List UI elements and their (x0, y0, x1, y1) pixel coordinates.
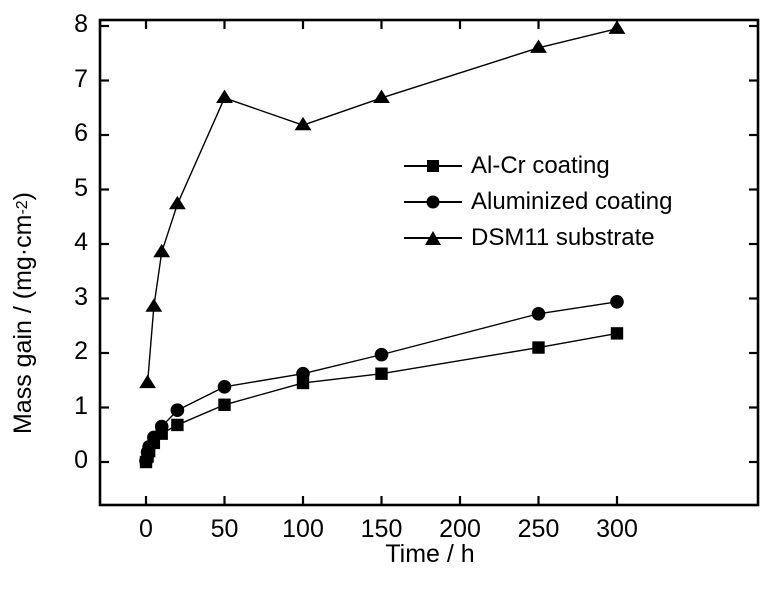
legend-item-label: DSM11 substrate (471, 224, 655, 251)
legend-item: Aluminized coating (404, 184, 672, 220)
x-axis-tick-label: 300 (596, 515, 638, 543)
y-axis-title-close: ) (8, 191, 37, 201)
data-point-circle (217, 379, 232, 394)
y-axis-tick-label: 8 (74, 10, 88, 38)
data-point-square (171, 418, 184, 432)
data-point-circle (531, 306, 546, 321)
legend-marker-triangle-icon (404, 228, 462, 248)
data-point-square (375, 367, 388, 380)
data-point-triangle (153, 243, 171, 258)
y-axis-tick-label: 6 (74, 119, 88, 147)
data-point-circle (154, 419, 169, 434)
data-point-triangle (216, 89, 233, 104)
data-point-square (610, 327, 624, 340)
data-point-circle (147, 430, 161, 445)
x-axis-title: Time / h (385, 540, 475, 568)
chart-figure: Mass gain / (mg·cm -2) Time / h 0 1 2 3 4 5 6 7 8… (9, 10, 760, 568)
y-axis-tick-label: 1 (74, 391, 88, 420)
x-axis-tick-label: 200 (439, 515, 481, 543)
y-axis-title: Mass gain / (mg·cm -2) (0, 23, 46, 603)
data-point-triangle (169, 195, 186, 210)
data-point-triangle (145, 298, 163, 312)
y-axis-tick-label: 4 (74, 228, 88, 256)
data-point-triangle (294, 116, 312, 131)
legend-marker-circle-icon (404, 192, 462, 212)
x-axis-tick-label: 150 (360, 515, 403, 543)
y-axis-tick-label: 7 (74, 64, 88, 93)
data-point-square (218, 398, 231, 411)
y-axis-tick-label: 0 (74, 446, 88, 474)
legend-item-label: Aluminized coating (471, 188, 673, 215)
legend-item: Al-Cr coating (404, 148, 672, 184)
x-axis-tick-label: 100 (282, 515, 324, 543)
data-point-circle (374, 347, 389, 362)
y-axis-title-exponent: -2 (14, 200, 31, 215)
data-point-circle (296, 366, 310, 381)
plot-area (98, 18, 760, 507)
y-axis-tick-label: 5 (74, 173, 88, 202)
y-axis-tick-label: 2 (74, 337, 88, 365)
data-point-circle (170, 403, 185, 418)
x-axis-tick-label: 0 (139, 515, 153, 543)
x-axis-tick-label: 50 (210, 515, 239, 543)
y-axis-tick-label: 3 (74, 282, 88, 311)
series-line (145, 301, 618, 462)
axes-frame (98, 18, 760, 507)
legend-item: DSM11 substrate (404, 220, 672, 256)
data-point-triangle (139, 374, 156, 389)
data-point-square (532, 341, 545, 354)
data-point-circle (610, 294, 624, 309)
data-point-triangle (373, 89, 390, 104)
chart-legend: Al-Cr coating Aluminized coating DSM11 s… (404, 148, 672, 256)
legend-marker-square-icon (404, 156, 462, 176)
data-point-triangle (530, 39, 547, 53)
data-point-triangle (608, 20, 626, 34)
y-axis-title-main: Mass gain / (mg·cm (8, 214, 37, 435)
x-axis-tick-label: 250 (517, 515, 560, 543)
legend-item-label: Al-Cr coating (471, 152, 610, 179)
data-point-square (296, 376, 310, 390)
